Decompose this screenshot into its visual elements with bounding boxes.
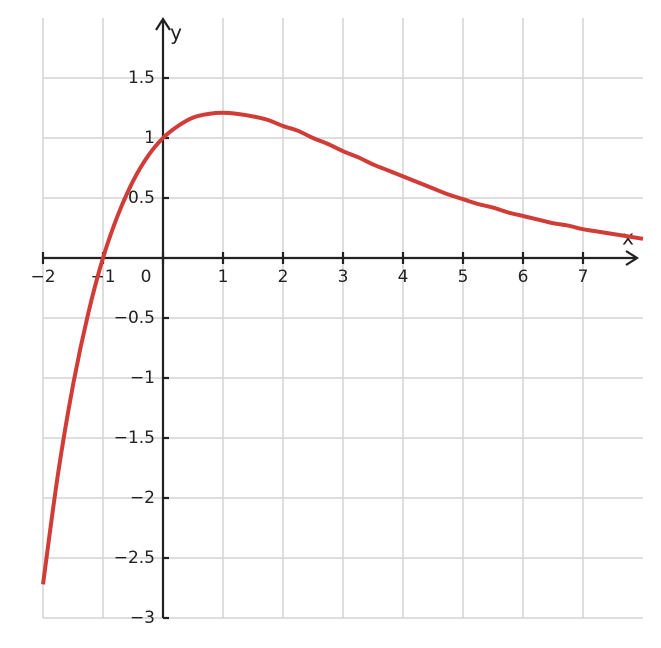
y-tick-label: −2.5	[114, 548, 155, 568]
x-tick-label: 1	[218, 267, 229, 287]
y-tick-label: 1.5	[128, 68, 155, 88]
x-tick-label: 5	[458, 267, 469, 287]
y-arrow	[155, 16, 171, 31]
y-axis-label: y	[170, 21, 182, 45]
grid	[42, 18, 643, 619]
x-tick-label: 2	[278, 267, 289, 287]
x-tick-label: 3	[338, 267, 349, 287]
y-tick-label: 0.5	[128, 188, 155, 208]
x-tick-label: −2	[30, 267, 55, 287]
y-tick-label: −1	[130, 368, 155, 388]
x-tick-label: 4	[398, 267, 409, 287]
x-tick-label: 6	[518, 267, 529, 287]
y-tick-label: −3	[130, 608, 155, 628]
y-tick-label: 1	[144, 128, 155, 148]
axes: −2 −1 0 1 2 3 4 5 6 71.510.5−0.5−1−1.5−2−2.5−3xy	[30, 16, 640, 628]
x-arrow	[625, 250, 640, 266]
y-tick-label: −2	[130, 488, 155, 508]
x-tick-label: 7	[578, 267, 589, 287]
y-tick-label: −0.5	[114, 308, 155, 328]
curve	[41, 110, 644, 585]
plot	[41, 110, 644, 585]
x-tick-label: 0	[141, 267, 152, 287]
y-tick-label: −1.5	[114, 428, 155, 448]
